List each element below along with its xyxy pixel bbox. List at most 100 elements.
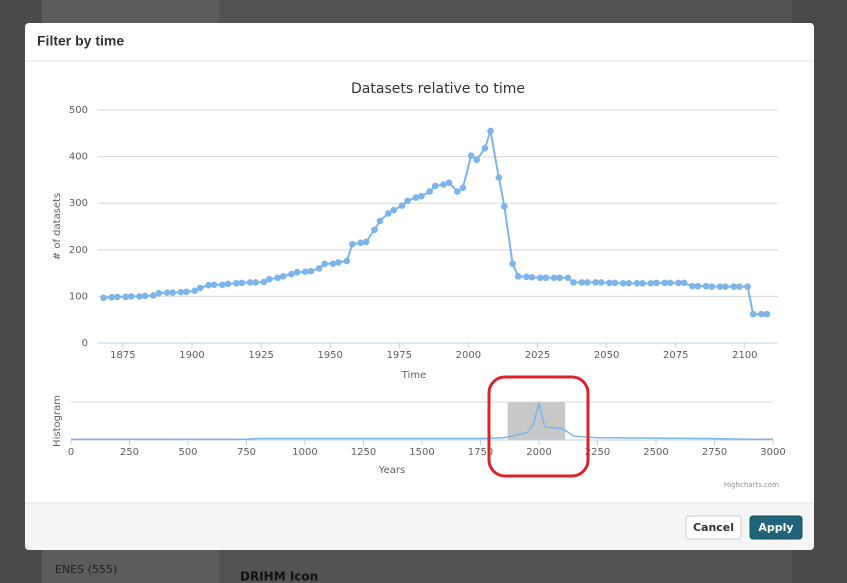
data-point bbox=[583, 279, 591, 286]
data-point bbox=[100, 294, 107, 302]
data-point bbox=[716, 283, 724, 290]
x-tick-label: 3000 bbox=[760, 447, 785, 458]
data-point bbox=[611, 279, 619, 287]
data-point bbox=[619, 280, 627, 287]
data-point bbox=[418, 192, 425, 200]
data-point bbox=[481, 144, 489, 152]
data-point bbox=[680, 279, 688, 287]
data-point bbox=[763, 310, 771, 318]
y-tick-label: 0 bbox=[82, 338, 88, 349]
heading: DRIHM Icon bbox=[240, 570, 318, 583]
data-point bbox=[570, 279, 577, 286]
x-tick-label: 2500 bbox=[643, 447, 668, 458]
x-tick-label: 1975 bbox=[387, 350, 412, 361]
cancel-button[interactable]: Cancel bbox=[685, 515, 742, 540]
data-point bbox=[349, 240, 356, 248]
y-tick-label: 500 bbox=[69, 105, 88, 116]
data-point bbox=[653, 279, 660, 287]
cancel-box[interactable] bbox=[685, 515, 742, 540]
data-point bbox=[647, 280, 655, 287]
data-point bbox=[169, 289, 176, 296]
data-point bbox=[514, 273, 522, 280]
data-point bbox=[495, 174, 503, 181]
data-point bbox=[149, 292, 157, 299]
data-point bbox=[183, 288, 190, 296]
x-tick-label: 250 bbox=[120, 447, 139, 458]
data-point bbox=[219, 281, 226, 289]
data-point bbox=[509, 260, 516, 268]
data-point bbox=[736, 283, 743, 290]
x-tick-label: 0 bbox=[68, 447, 74, 458]
data-point bbox=[661, 279, 668, 287]
data-point bbox=[114, 293, 121, 301]
data-point bbox=[371, 226, 378, 234]
chart-title: Datasets relative to time bbox=[351, 81, 525, 97]
x-tick-label: 2000 bbox=[526, 447, 551, 458]
data-point bbox=[329, 260, 337, 268]
data-point bbox=[288, 270, 295, 278]
data-point bbox=[708, 283, 715, 290]
data-point bbox=[362, 238, 370, 246]
data-point bbox=[412, 194, 420, 201]
data-point bbox=[592, 279, 599, 286]
data-point bbox=[473, 156, 480, 164]
cancel-label[interactable]: Cancel bbox=[693, 521, 734, 534]
x-axis-label: Years bbox=[378, 465, 405, 476]
data-point bbox=[321, 260, 328, 268]
modal-footer bbox=[25, 503, 814, 550]
data-point bbox=[404, 197, 411, 205]
data-point bbox=[246, 279, 254, 286]
x-tick-label: 1500 bbox=[409, 447, 434, 458]
x-tick-label: 2250 bbox=[585, 447, 610, 458]
data-point bbox=[454, 188, 461, 195]
data-point bbox=[210, 281, 218, 289]
data-point bbox=[440, 181, 447, 188]
data-point bbox=[445, 179, 453, 186]
data-point bbox=[191, 287, 199, 295]
data-point bbox=[136, 293, 143, 300]
data-point bbox=[307, 267, 315, 275]
x-tick-label: 1950 bbox=[317, 350, 342, 361]
data-point bbox=[155, 289, 163, 297]
data-point bbox=[357, 239, 364, 247]
credit: Highcharts.com bbox=[724, 481, 779, 489]
data-point bbox=[376, 217, 384, 225]
data-point bbox=[556, 274, 563, 282]
data-point bbox=[384, 210, 392, 217]
x-tick-label: 2100 bbox=[732, 350, 757, 361]
data-point bbox=[426, 188, 434, 195]
apply-label[interactable]: Apply bbox=[758, 521, 793, 534]
data-point bbox=[487, 127, 494, 135]
y-tick-label: 400 bbox=[69, 152, 88, 163]
data-point bbox=[315, 265, 323, 272]
data-point bbox=[730, 283, 738, 290]
data-point bbox=[252, 279, 259, 286]
data-point bbox=[564, 274, 572, 282]
data-point bbox=[675, 279, 682, 287]
data-point bbox=[597, 279, 605, 286]
x-tick-label: 2000 bbox=[456, 350, 481, 361]
data-point bbox=[122, 293, 129, 301]
x-tick-label: 1900 bbox=[179, 350, 204, 361]
data-point bbox=[467, 152, 475, 159]
data-point bbox=[702, 282, 710, 290]
sidebar-item: ENES (555) bbox=[55, 563, 117, 576]
data-point bbox=[633, 280, 641, 287]
apply-box[interactable] bbox=[749, 515, 803, 540]
x-tick-label: 1925 bbox=[248, 350, 273, 361]
modal bbox=[25, 23, 814, 550]
data-point bbox=[501, 203, 508, 210]
data-point bbox=[163, 289, 171, 296]
x-tick-label: 750 bbox=[237, 447, 256, 458]
highlight-ring bbox=[487, 375, 590, 478]
x-tick-label: 1750 bbox=[468, 447, 493, 458]
data-point bbox=[578, 279, 586, 286]
data-point bbox=[177, 288, 185, 296]
x-tick-label: 500 bbox=[178, 447, 197, 458]
data-point bbox=[694, 282, 702, 290]
data-point bbox=[390, 206, 398, 214]
x-tick-label: 1250 bbox=[351, 447, 376, 458]
data-point bbox=[689, 282, 696, 290]
charts: Datasets relative to time 0 100 200 300 400 50… bbox=[52, 81, 786, 476]
apply-button[interactable]: Apply bbox=[749, 515, 803, 540]
